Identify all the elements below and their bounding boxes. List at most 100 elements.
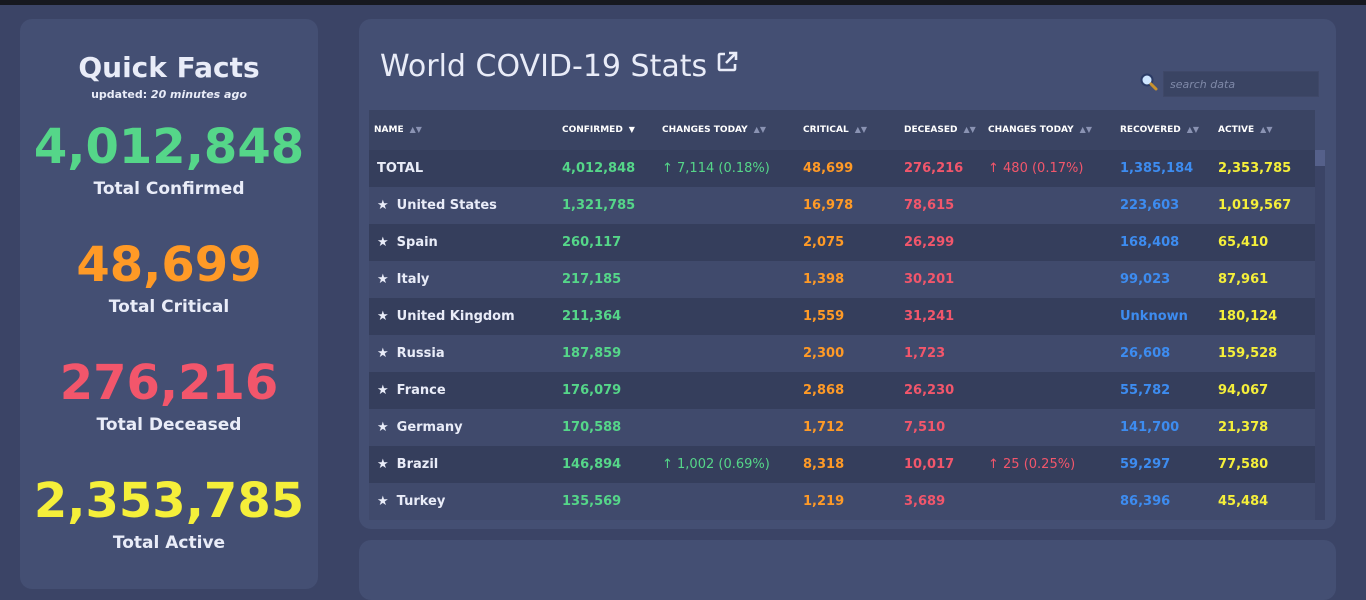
favorite-star-icon[interactable]: ★ [377,457,389,472]
cell-value: 170,588 [562,420,622,435]
favorite-star-icon[interactable]: ★ [377,383,389,398]
cell-recovered: 1,385,184 [1116,150,1214,187]
cell-recovered: 59,297 [1116,446,1214,483]
column-label: CHANGES TODAY [988,125,1074,135]
fact-total-active: 2,353,785 Total Active [20,473,318,553]
sort-desc-icon[interactable]: ▼ [628,125,635,134]
column-header-deaths-today[interactable]: CHANGES TODAY ▲▼ [984,110,1116,150]
cell-value[interactable]: France [396,383,446,398]
cell-name: ★ Turkey [369,483,558,520]
cell-value[interactable]: Brazil [396,457,439,472]
cell-value: 8,318 [803,457,845,472]
column-label: CHANGES TODAY [662,125,748,135]
cell-value: 1,723 [904,346,946,361]
favorite-star-icon[interactable]: ★ [377,346,389,361]
cell-value: 26,608 [1120,346,1171,361]
table-header-row: NAME ▲▼ CONFIRMED ▼ CHANGES TODAY ▲▼ CRITIC… [369,110,1315,150]
cell-value: 159,528 [1218,346,1278,361]
column-header-critical[interactable]: CRITICAL ▲▼ [799,110,900,150]
cell-value: 180,124 [1218,309,1278,324]
cell-value[interactable]: United Kingdom [396,309,515,324]
cell-value: 94,067 [1218,383,1269,398]
sort-icon[interactable]: ▲▼ [1260,125,1273,134]
window-top-bar [0,0,1366,5]
column-header-deceased[interactable]: DECEASED ▲▼ [900,110,984,150]
column-header-recovered[interactable]: RECOVERED ▲▼ [1116,110,1214,150]
cell-deceased: 30,201 [900,261,984,298]
table-scrollbar[interactable] [1315,150,1325,520]
cell-confirmed: 187,859 [558,335,658,372]
sort-icon[interactable]: ▲▼ [854,125,867,134]
cell-value[interactable]: Turkey [396,494,446,509]
secondary-panel [359,540,1336,600]
cell-dchanges [984,261,1116,298]
table-row[interactable]: ★ Turkey 135,569 1,219 3,689 86,396 45,484 [369,483,1315,520]
external-link-icon[interactable] [715,47,739,82]
search-icon[interactable] [1139,72,1159,92]
favorite-star-icon[interactable]: ★ [377,198,389,213]
sort-icon[interactable]: ▲▼ [1186,125,1200,134]
cell-confirmed: 176,079 [558,372,658,409]
cell-value[interactable]: Italy [396,272,430,287]
cell-deceased: 3,689 [900,483,984,520]
search-input[interactable] [1163,71,1319,97]
column-header-active[interactable]: ACTIVE ▲▼ [1214,110,1315,150]
column-header-confirmed[interactable]: CONFIRMED ▼ [558,110,658,150]
cell-confirmed: 211,364 [558,298,658,335]
cell-value: 1,019,567 [1218,198,1292,213]
sort-icon[interactable]: ▲▼ [1079,125,1092,134]
cell-critical: 1,219 [799,483,900,520]
cell-value: 3,689 [904,494,946,509]
cell-name: ★ United States [369,187,558,224]
cell-confirmed: 1,321,785 [558,187,658,224]
cell-value[interactable]: Germany [396,420,463,435]
cell-value: 86,396 [1120,494,1171,509]
cell-critical: 48,699 [799,150,900,187]
cell-value: 65,410 [1218,235,1269,250]
cell-value[interactable]: TOTAL [377,161,424,176]
table-row[interactable]: ★ Russia 187,859 2,300 1,723 26,608 159,528 [369,335,1315,372]
scrollbar-thumb[interactable] [1315,150,1325,166]
favorite-star-icon[interactable]: ★ [377,309,389,324]
cell-name: TOTAL [369,150,558,187]
table-row[interactable]: ★ United States 1,321,785 16,978 78,615 223,6… [369,187,1315,224]
quick-facts-title: Quick Facts [78,51,260,84]
cell-changes [658,224,799,261]
cell-changes [658,187,799,224]
cell-value[interactable]: Spain [396,235,438,250]
table-row[interactable]: TOTAL 4,012,848 ↑ 7,114 (0.18%) 48,699 276,2… [369,150,1315,187]
cell-changes [658,298,799,335]
cell-active: 94,067 [1214,372,1315,409]
cell-recovered: 141,700 [1116,409,1214,446]
column-header-changes-today[interactable]: CHANGES TODAY ▲▼ [658,110,799,150]
favorite-star-icon[interactable]: ★ [377,420,389,435]
favorite-star-icon[interactable]: ★ [377,494,389,509]
table-row[interactable]: ★ Italy 217,185 1,398 30,201 99,023 87,961 [369,261,1315,298]
cell-value: ↑ 25 (0.25%) [988,457,1076,472]
cell-value: 30,201 [904,272,955,287]
table-row[interactable]: ★ United Kingdom 211,364 1,559 31,241 Unknown… [369,298,1315,335]
column-label: CONFIRMED [562,125,623,135]
table-row[interactable]: ★ France 176,079 2,868 26,230 55,782 94,067 [369,372,1315,409]
cell-confirmed: 4,012,848 [558,150,658,187]
cell-value[interactable]: Russia [396,346,445,361]
favorite-star-icon[interactable]: ★ [377,272,389,287]
table-row[interactable]: ★ Germany 170,588 1,712 7,510 141,700 21,378 [369,409,1315,446]
cell-value: 55,782 [1120,383,1171,398]
cell-name: ★ Russia [369,335,558,372]
cell-value[interactable]: United States [396,198,497,213]
cell-confirmed: 170,588 [558,409,658,446]
cell-value: 2,300 [803,346,845,361]
cell-active: 45,484 [1214,483,1315,520]
column-header-name[interactable]: NAME ▲▼ [369,110,558,150]
table-row[interactable]: ★ Spain 260,117 2,075 26,299 168,408 65,410 [369,224,1315,261]
sort-icon[interactable]: ▲▼ [753,125,766,134]
cell-dchanges: ↑ 480 (0.17%) [984,150,1116,187]
stats-title-link[interactable]: World COVID-19 Stats [380,49,739,85]
column-label: DECEASED [904,125,958,135]
cell-active: 159,528 [1214,335,1315,372]
sort-icon[interactable]: ▲▼ [963,125,976,134]
favorite-star-icon[interactable]: ★ [377,235,389,250]
sort-icon[interactable]: ▲▼ [409,125,422,134]
table-row[interactable]: ★ Brazil 146,894 ↑ 1,002 (0.69%) 8,318 10,017… [369,446,1315,483]
